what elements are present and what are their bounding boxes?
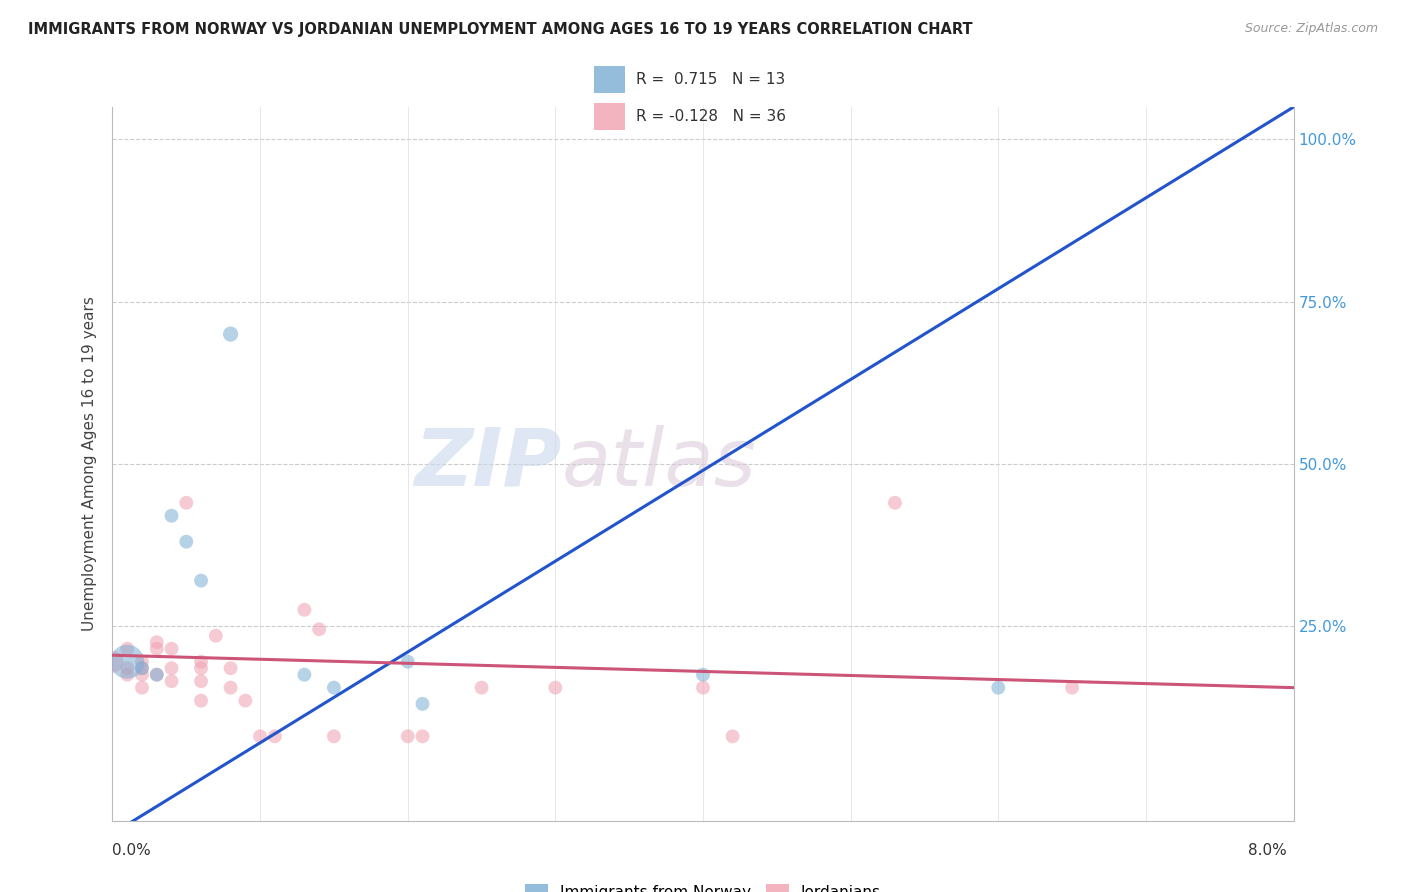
Point: [219, 661, 242, 675]
Point: [264, 729, 287, 743]
Bar: [593, 103, 626, 130]
Point: [308, 622, 330, 636]
Point: [117, 655, 138, 669]
Point: [249, 729, 271, 743]
Point: [292, 667, 315, 681]
Point: [131, 661, 153, 675]
Point: [219, 327, 242, 342]
Text: atlas: atlas: [561, 425, 756, 503]
Bar: [593, 66, 626, 94]
Point: [146, 641, 169, 656]
Point: [146, 667, 169, 681]
Point: [412, 729, 434, 743]
Point: [692, 681, 714, 695]
Point: [692, 667, 714, 681]
Legend: Immigrants from Norway, Jordanians: Immigrants from Norway, Jordanians: [519, 878, 887, 892]
Point: [190, 693, 212, 707]
Point: [544, 681, 567, 695]
Point: [190, 574, 212, 588]
Point: [174, 496, 197, 510]
Point: [219, 681, 242, 695]
Point: [131, 681, 153, 695]
Point: [190, 661, 212, 675]
Text: Source: ZipAtlas.com: Source: ZipAtlas.com: [1244, 22, 1378, 36]
Point: [205, 629, 228, 643]
Point: [146, 635, 169, 649]
Point: [190, 655, 212, 669]
Point: [101, 655, 124, 669]
Point: [160, 661, 183, 675]
Text: IMMIGRANTS FROM NORWAY VS JORDANIAN UNEMPLOYMENT AMONG AGES 16 TO 19 YEARS CORRE: IMMIGRANTS FROM NORWAY VS JORDANIAN UNEM…: [28, 22, 973, 37]
Text: R =  0.715   N = 13: R = 0.715 N = 13: [636, 72, 785, 87]
Text: ZIP: ZIP: [413, 425, 561, 503]
Point: [1062, 681, 1084, 695]
Point: [131, 655, 153, 669]
Point: [987, 681, 1010, 695]
Point: [323, 681, 346, 695]
Point: [412, 697, 434, 711]
Y-axis label: Unemployment Among Ages 16 to 19 years: Unemployment Among Ages 16 to 19 years: [82, 296, 97, 632]
Point: [131, 667, 153, 681]
Point: [396, 655, 419, 669]
Point: [396, 729, 419, 743]
Point: [146, 667, 169, 681]
Text: R = -0.128   N = 36: R = -0.128 N = 36: [636, 109, 786, 124]
Point: [323, 729, 346, 743]
Point: [131, 661, 153, 675]
Point: [233, 693, 256, 707]
Point: [884, 496, 907, 510]
Point: [117, 661, 138, 675]
Point: [160, 508, 183, 523]
Point: [471, 681, 494, 695]
Point: [190, 674, 212, 689]
Point: [117, 641, 138, 656]
Point: [117, 667, 138, 681]
Point: [721, 729, 744, 743]
Text: 8.0%: 8.0%: [1247, 843, 1286, 858]
Point: [174, 534, 197, 549]
Point: [160, 641, 183, 656]
Text: 0.0%: 0.0%: [112, 843, 152, 858]
Point: [160, 674, 183, 689]
Point: [292, 603, 315, 617]
